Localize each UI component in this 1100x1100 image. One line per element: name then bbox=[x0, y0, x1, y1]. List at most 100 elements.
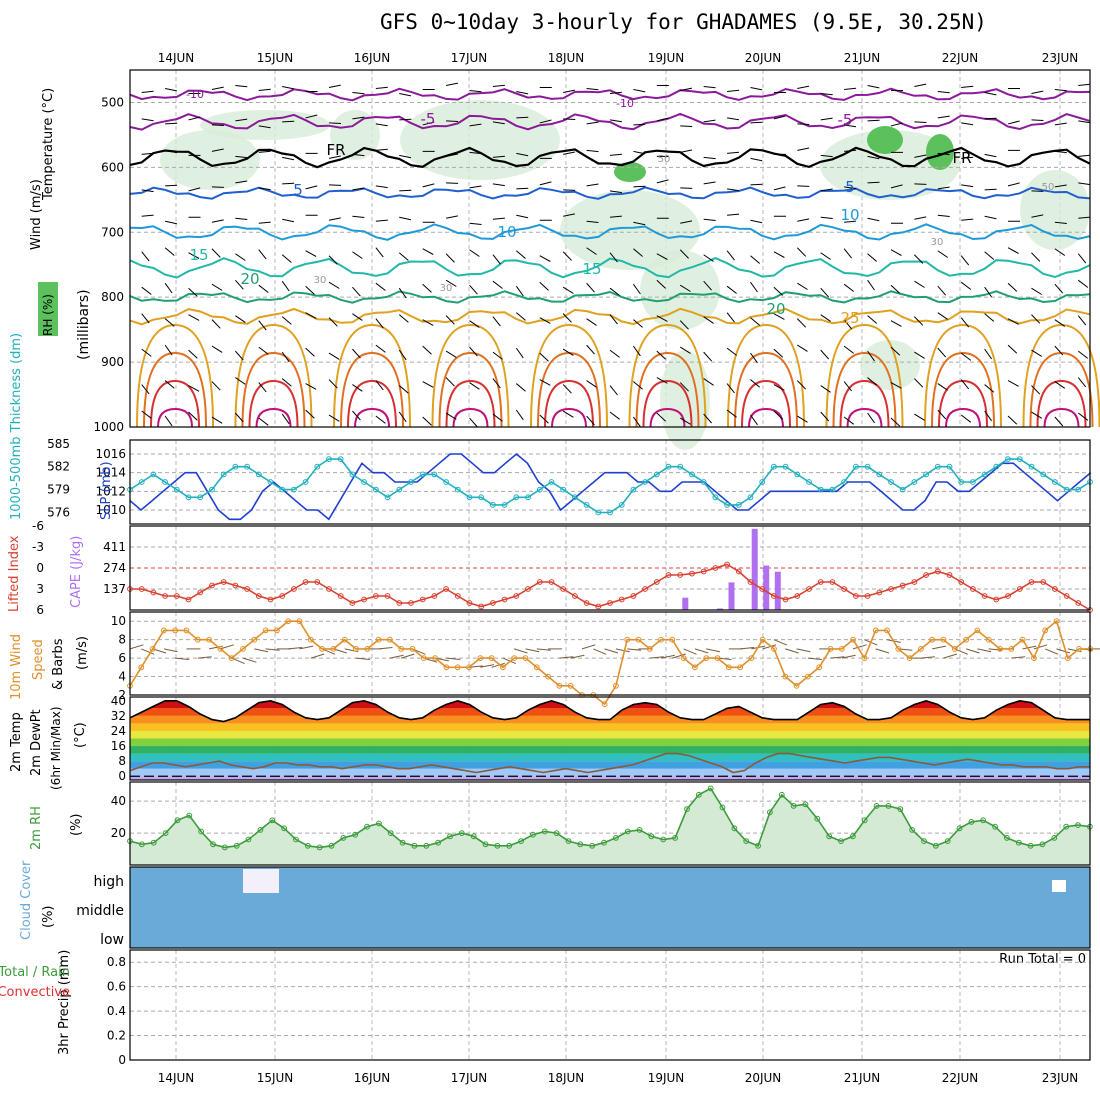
isotherm-arch bbox=[635, 351, 700, 428]
rh2m-line-marker bbox=[743, 838, 750, 844]
wind-barb bbox=[844, 186, 857, 190]
wind-barb bbox=[1077, 279, 1089, 288]
wind-barb bbox=[726, 409, 737, 418]
rh2m-line-marker bbox=[1051, 835, 1058, 841]
wind-barb bbox=[375, 380, 384, 391]
isotherm-arch bbox=[347, 379, 397, 428]
rh2m-line-marker bbox=[174, 817, 181, 824]
thickness-line-marker bbox=[267, 479, 274, 485]
lifted-index-line-marker bbox=[689, 570, 695, 577]
wind10m-barb bbox=[740, 647, 755, 650]
panel-frame-temp bbox=[129, 696, 1091, 781]
temp-band bbox=[130, 746, 1090, 754]
wind-barb bbox=[328, 155, 341, 159]
wind-speed-line-marker bbox=[805, 673, 811, 680]
lifted-tick: -3 bbox=[32, 540, 44, 554]
cloud-gap bbox=[1052, 880, 1066, 892]
wind-speed-line-marker bbox=[974, 627, 981, 634]
thickness-line-marker bbox=[689, 471, 695, 478]
wind-speed-line-marker bbox=[1042, 627, 1049, 634]
wind-barb bbox=[516, 187, 529, 190]
wind-barb bbox=[726, 250, 735, 261]
wind10m-barb bbox=[242, 657, 257, 663]
wind-tick: 6 bbox=[118, 651, 126, 665]
wind-barb bbox=[1078, 120, 1091, 124]
wind-barb bbox=[1054, 122, 1067, 126]
wind-barb bbox=[843, 248, 852, 259]
wind-barb bbox=[633, 381, 643, 390]
wind-barb bbox=[633, 319, 643, 328]
temp-band bbox=[130, 723, 1090, 731]
rh2m-line-marker bbox=[447, 833, 453, 840]
wind-barb bbox=[750, 157, 763, 162]
wind-speed-line-marker bbox=[149, 646, 156, 652]
wind-barb bbox=[515, 285, 524, 297]
wind-barb bbox=[164, 282, 173, 294]
day-label-top: 15JUN bbox=[257, 51, 294, 65]
thickness-line-marker bbox=[337, 456, 344, 463]
lifted-index-line-marker bbox=[864, 593, 871, 599]
wind-barb bbox=[867, 84, 880, 89]
wind-barb bbox=[469, 89, 482, 93]
wind-barb bbox=[1031, 119, 1044, 121]
ylabel-slp: SLP (mb) bbox=[99, 461, 114, 520]
wind-barb bbox=[937, 186, 950, 190]
rh2m-line-marker bbox=[672, 835, 678, 841]
precip-tick: 0.4 bbox=[107, 1004, 126, 1018]
cloud-level-high: high bbox=[93, 874, 124, 890]
wind-barb bbox=[633, 123, 646, 126]
thickness-line-marker bbox=[361, 479, 368, 485]
temp-tick: 8 bbox=[118, 754, 126, 768]
rh2m-line-marker bbox=[233, 842, 240, 849]
thickness-line-marker bbox=[946, 463, 953, 470]
wind10m-barb bbox=[197, 656, 212, 659]
thickness-line-marker bbox=[583, 502, 590, 508]
rh-contour-label: 50 bbox=[658, 154, 671, 165]
wind-barb bbox=[984, 117, 997, 120]
wind-barb bbox=[446, 120, 459, 122]
wind-barb bbox=[165, 184, 178, 187]
wind-barb bbox=[1031, 214, 1044, 218]
wind-barb bbox=[843, 416, 855, 425]
wind-speed-line-marker bbox=[172, 627, 179, 634]
wind-barb bbox=[258, 346, 269, 355]
lifted-index-line-marker bbox=[244, 586, 251, 592]
wind-barb bbox=[914, 351, 925, 359]
wind-speed-line-marker bbox=[906, 655, 913, 661]
wind-barb bbox=[750, 379, 761, 388]
wind-barb bbox=[914, 216, 927, 220]
wind10m-barb bbox=[175, 657, 190, 660]
lifted-index-line bbox=[130, 563, 1091, 611]
wind-barb bbox=[656, 315, 668, 322]
rh2m-line-marker bbox=[861, 817, 868, 824]
wind10m-barb bbox=[965, 648, 980, 654]
ylabel-rh2m: 2m RH bbox=[29, 806, 44, 850]
wind-barb bbox=[352, 153, 365, 157]
thickness-line-marker bbox=[490, 502, 496, 508]
wind-barb bbox=[914, 254, 924, 264]
wind10m-barb bbox=[1011, 656, 1026, 659]
lifted-index-line-marker bbox=[958, 579, 965, 585]
rh2m-line-marker bbox=[316, 844, 323, 851]
lifted-index-line-marker bbox=[478, 603, 485, 610]
lifted-index-line-marker bbox=[665, 572, 672, 578]
wind-barb bbox=[469, 249, 480, 257]
wind-barb bbox=[398, 287, 407, 299]
lifted-index-line-marker bbox=[513, 593, 520, 599]
rh2m-line-marker bbox=[411, 842, 418, 849]
wind-barb bbox=[211, 219, 224, 223]
lifted-index-line-marker bbox=[934, 568, 941, 575]
isotherm-label: -5 bbox=[838, 111, 853, 129]
wind-barb bbox=[961, 218, 974, 221]
thickness-line-marker bbox=[923, 471, 929, 478]
wind-barb bbox=[258, 249, 267, 260]
cloud-level-low: low bbox=[100, 932, 124, 948]
lifted-index-line-marker bbox=[1075, 600, 1082, 606]
temp-tick: 40 bbox=[111, 694, 126, 708]
lifted-index-line-marker bbox=[349, 600, 356, 606]
isotherm-arch bbox=[945, 407, 981, 428]
wind-barb bbox=[165, 220, 178, 225]
wind-barb bbox=[422, 381, 434, 388]
wind-barb bbox=[820, 287, 830, 298]
wind-speed-line-marker bbox=[861, 655, 868, 661]
